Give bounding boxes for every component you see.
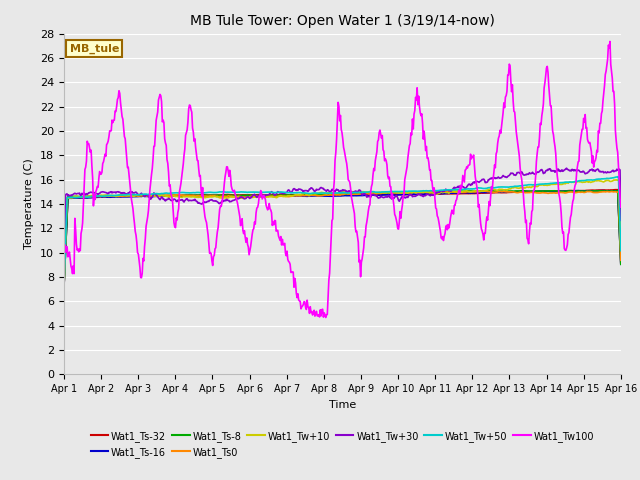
- Wat1_Tw100: [70, 271, 78, 276]
- Wat1_Ts-32: [214, 192, 221, 198]
- Wat1_Ts-16: [410, 192, 418, 197]
- Wat1_Tw100: [617, 204, 625, 210]
- Wat1_Tw+10: [184, 194, 192, 200]
- Wat1_Ts0: [617, 257, 625, 263]
- Wat1_Tw100: [606, 38, 614, 44]
- Wat1_Ts-32: [410, 192, 418, 197]
- Y-axis label: Temperature (C): Temperature (C): [24, 158, 35, 250]
- Wat1_Tw100: [214, 229, 221, 235]
- Wat1_Ts-16: [426, 191, 434, 197]
- Wat1_Ts-8: [426, 189, 434, 195]
- Wat1_Ts0: [426, 189, 434, 194]
- Wat1_Ts-8: [70, 193, 78, 199]
- Wat1_Tw+30: [60, 283, 68, 289]
- Wat1_Tw+50: [426, 188, 434, 193]
- Wat1_Ts-16: [60, 284, 68, 289]
- Wat1_Ts-32: [617, 261, 625, 266]
- Wat1_Ts-8: [518, 188, 525, 193]
- Wat1_Ts0: [410, 189, 418, 195]
- Wat1_Ts-32: [60, 283, 68, 289]
- Wat1_Ts-16: [617, 261, 625, 267]
- Wat1_Tw+30: [426, 193, 434, 199]
- Wat1_Tw+50: [617, 248, 625, 253]
- Wat1_Tw+10: [70, 194, 78, 200]
- Wat1_Tw100: [127, 196, 135, 202]
- Wat1_Tw+30: [410, 193, 418, 199]
- Text: MB_tule: MB_tule: [70, 44, 119, 54]
- Wat1_Ts0: [127, 193, 135, 199]
- Line: Wat1_Ts-8: Wat1_Ts-8: [64, 191, 621, 286]
- Wat1_Ts-16: [598, 188, 606, 193]
- Line: Wat1_Tw+30: Wat1_Tw+30: [64, 168, 621, 286]
- Wat1_Tw100: [428, 178, 435, 183]
- Wat1_Tw100: [184, 120, 192, 125]
- Wat1_Ts-32: [426, 191, 434, 197]
- Wat1_Tw+30: [563, 165, 570, 171]
- Wat1_Tw100: [411, 108, 419, 113]
- Wat1_Tw+50: [614, 174, 622, 180]
- Wat1_Ts-8: [410, 189, 418, 195]
- Wat1_Tw+10: [127, 192, 135, 198]
- Wat1_Tw+30: [617, 217, 625, 223]
- Line: Wat1_Tw100: Wat1_Tw100: [64, 41, 621, 317]
- Wat1_Tw+10: [60, 284, 68, 290]
- Wat1_Tw100: [60, 244, 68, 250]
- Wat1_Tw+10: [612, 177, 620, 182]
- Wat1_Ts-32: [127, 193, 135, 199]
- Wat1_Ts-8: [617, 262, 625, 267]
- Wat1_Tw+50: [60, 283, 68, 289]
- Wat1_Ts0: [184, 192, 192, 198]
- Line: Wat1_Ts-16: Wat1_Ts-16: [64, 191, 621, 287]
- Wat1_Ts-32: [70, 195, 78, 201]
- Wat1_Tw+10: [410, 189, 418, 195]
- Wat1_Ts-8: [184, 192, 192, 198]
- Wat1_Ts-16: [214, 193, 221, 199]
- Wat1_Ts-8: [60, 283, 68, 288]
- Wat1_Tw+50: [214, 190, 221, 195]
- Line: Wat1_Ts-32: Wat1_Ts-32: [64, 190, 621, 286]
- Wat1_Tw+10: [214, 193, 221, 199]
- Wat1_Ts-16: [184, 193, 192, 199]
- Wat1_Tw+10: [617, 242, 625, 248]
- Wat1_Ts0: [214, 193, 221, 199]
- Title: MB Tule Tower: Open Water 1 (3/19/14-now): MB Tule Tower: Open Water 1 (3/19/14-now…: [190, 14, 495, 28]
- Line: Wat1_Tw+50: Wat1_Tw+50: [64, 177, 621, 286]
- Wat1_Tw+30: [70, 191, 78, 197]
- Wat1_Ts-16: [127, 194, 135, 200]
- X-axis label: Time: Time: [329, 400, 356, 409]
- Wat1_Ts-32: [184, 192, 192, 198]
- Wat1_Ts-16: [70, 195, 78, 201]
- Wat1_Tw+50: [184, 190, 192, 196]
- Wat1_Tw+30: [214, 199, 221, 204]
- Wat1_Tw+50: [127, 192, 135, 197]
- Wat1_Tw+50: [70, 195, 78, 201]
- Wat1_Ts0: [70, 194, 78, 200]
- Wat1_Ts0: [60, 283, 68, 289]
- Legend: Wat1_Ts-32, Wat1_Ts-16, Wat1_Ts-8, Wat1_Ts0, Wat1_Tw+10, Wat1_Tw+30, Wat1_Tw+50,: Wat1_Ts-32, Wat1_Ts-16, Wat1_Ts-8, Wat1_…: [87, 427, 598, 461]
- Wat1_Tw100: [322, 314, 330, 320]
- Line: Wat1_Ts0: Wat1_Ts0: [64, 191, 621, 286]
- Wat1_Tw+10: [426, 190, 434, 196]
- Wat1_Ts-8: [127, 192, 135, 198]
- Wat1_Ts-8: [214, 192, 221, 198]
- Wat1_Ts0: [480, 188, 488, 194]
- Wat1_Ts-32: [613, 187, 621, 192]
- Wat1_Tw+30: [184, 197, 192, 203]
- Wat1_Tw+50: [410, 188, 418, 194]
- Line: Wat1_Tw+10: Wat1_Tw+10: [64, 180, 621, 287]
- Wat1_Tw+30: [127, 189, 135, 195]
